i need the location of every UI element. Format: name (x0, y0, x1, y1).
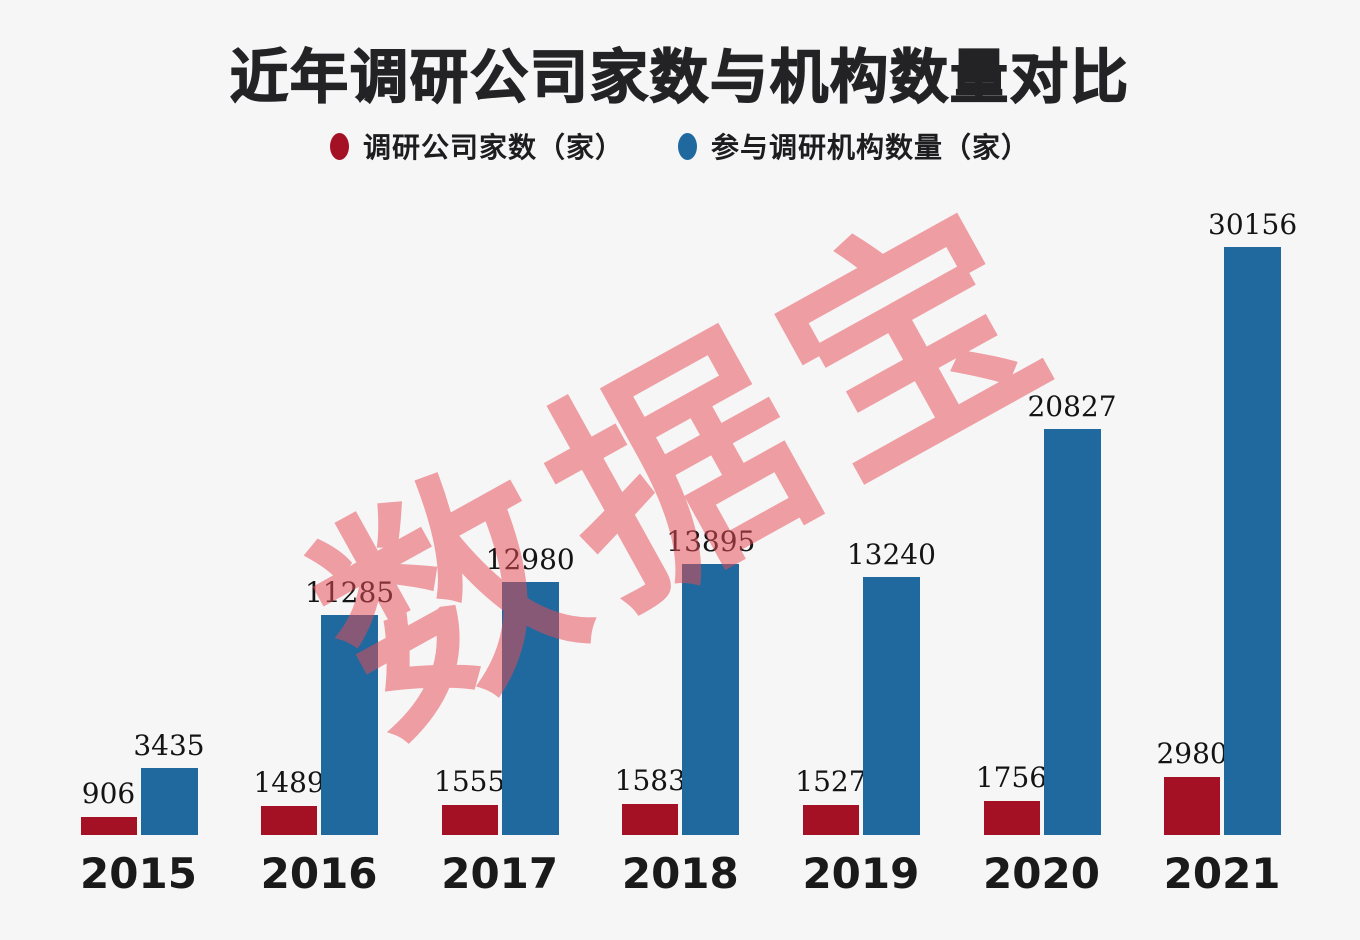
bar-companies-2021 (1164, 777, 1221, 835)
value-institutions-2015: 3435 (133, 729, 205, 762)
value-institutions-2018: 13895 (666, 525, 756, 558)
value-companies-2020: 1756 (975, 761, 1048, 794)
value-companies-2019: 1527 (795, 765, 867, 798)
value-institutions-2020: 20827 (1027, 390, 1117, 423)
legend-label-companies: 调研公司家数（家） (362, 131, 624, 164)
legend: 调研公司家数（家） 参与调研机构数量（家） (0, 126, 1360, 166)
chart-title: 近年调研公司家数与机构数量对比 (229, 42, 1130, 112)
value-companies-2021: 2980 (1156, 737, 1228, 770)
bar-companies-2017 (441, 805, 498, 835)
bar-institutions-2021 (1224, 247, 1282, 835)
bar-companies-2015 (80, 817, 137, 835)
bar-institutions-2017 (501, 582, 559, 835)
year-label-2015: 2015 (80, 849, 197, 898)
bar-institutions-2016 (321, 615, 379, 835)
bar-institutions-2015 (140, 768, 198, 835)
legend-dot-companies (329, 132, 349, 160)
year-label-2020: 2020 (983, 849, 1100, 898)
bar-companies-2020 (983, 801, 1040, 835)
bar-institutions-2019 (862, 577, 920, 835)
value-institutions-2016: 11285 (305, 576, 395, 609)
bar-companies-2019 (802, 805, 859, 835)
value-companies-2018: 1583 (614, 764, 686, 797)
value-companies-2015: 906 (81, 777, 136, 810)
value-institutions-2017: 12980 (485, 543, 575, 576)
bar-companies-2016 (261, 806, 318, 835)
value-institutions-2021: 30156 (1208, 208, 1298, 241)
bar-institutions-2018 (682, 564, 740, 835)
value-companies-2016: 1489 (253, 766, 325, 799)
bar-companies-2018 (622, 804, 679, 835)
bar-institutions-2020 (1043, 429, 1101, 835)
year-label-2018: 2018 (621, 849, 739, 898)
year-label-2019: 2019 (802, 849, 920, 898)
year-label-2016: 2016 (260, 849, 378, 898)
legend-label-institutions: 参与调研机构数量（家） (711, 131, 1031, 164)
value-companies-2017: 1555 (434, 765, 506, 798)
year-label-2017: 2017 (441, 849, 559, 898)
value-institutions-2019: 13240 (846, 538, 936, 571)
year-label-2021: 2021 (1163, 849, 1281, 898)
legend-dot-institutions (678, 132, 697, 160)
legend-item-institutions: 参与调研机构数量（家） (678, 126, 1030, 166)
legend-item-companies: 调研公司家数（家） (329, 126, 624, 166)
